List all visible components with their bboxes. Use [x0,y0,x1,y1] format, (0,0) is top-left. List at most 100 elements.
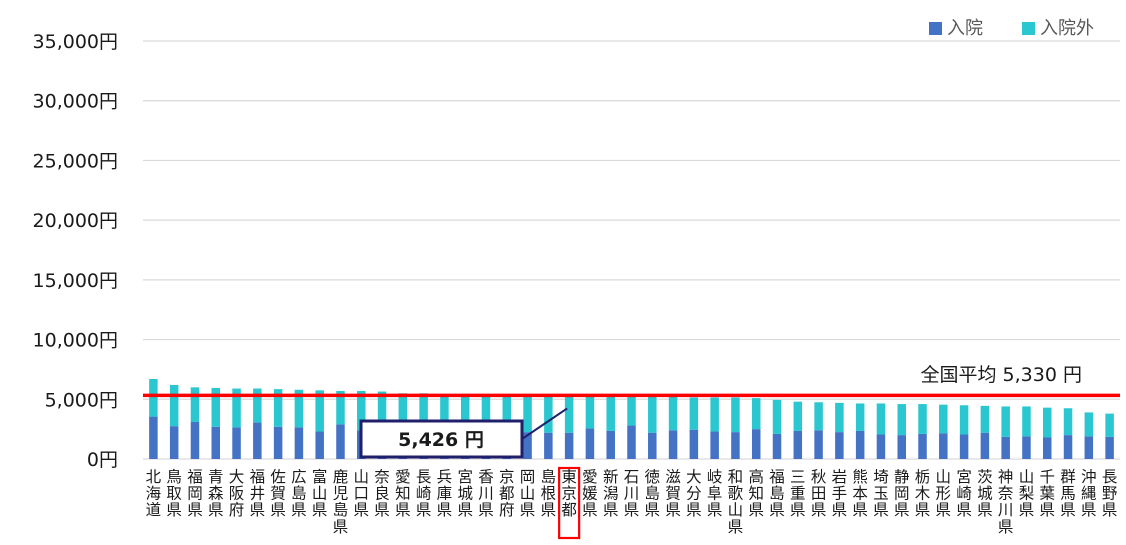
bar-segment-inpatient [648,432,657,459]
callout: 5,426 円 [359,407,581,540]
x-tick-label: 佐賀県 [270,468,286,519]
bar-segment-inpatient [980,432,990,459]
bar-segment-outpatient [648,396,657,433]
bar-segment-outpatient [814,402,823,431]
bar-segment-outpatient [564,394,574,433]
legend-label: 入院外 [1040,18,1094,39]
x-tick-label: 石川県 [624,468,640,519]
x-tick-label: 広島県 [291,468,307,519]
bar-segment-inpatient [253,422,262,459]
bar-segment-inpatient [211,426,221,459]
bar-segment-outpatient [253,388,262,423]
y-tick-label: 0円 [87,449,118,471]
x-tick-label: 高知県 [748,468,764,519]
x-tick-label: 静岡県 [894,468,910,519]
x-tick-label: 新潟県 [603,468,619,519]
bar-segment-inpatient [1063,435,1073,459]
x-tick-label: 北海道 [146,468,162,519]
bars [149,378,1114,459]
average-label: 全国平均 5,330 円 [921,364,1082,386]
legend-label: 入院 [947,18,983,39]
bar-segment-outpatient [939,404,948,434]
bar-segment-outpatient [211,387,221,427]
bar-segment-outpatient [357,390,366,431]
bar-segment-inpatient [855,430,865,459]
y-tick-label: 30,000円 [33,91,118,113]
bar-segment-inpatient [689,429,699,459]
x-tick-label: 青森県 [208,468,224,519]
y-tick-label: 15,000円 [33,270,118,292]
x-tick-label: 埼玉県 [873,468,889,519]
y-tick-label: 25,000円 [33,150,118,172]
bar-segment-inpatient [835,432,844,459]
legend-swatch [1022,22,1035,35]
bar-segment-inpatient [793,430,803,459]
bar-segment-outpatient [835,402,844,433]
x-tick-label: 熊本県 [852,468,868,519]
bar-segment-inpatient [564,432,574,459]
x-tick-label: 愛知県 [395,468,411,519]
x-tick-label: 岡山県 [520,468,536,519]
bar-segment-outpatient [710,397,719,432]
x-tick-label: 和歌山県 [728,468,744,536]
bar-segment-inpatient [897,435,906,459]
y-tick-label: 5,000円 [45,389,118,411]
x-tick-label: 岩手県 [832,468,848,519]
highlight-category-box [558,466,581,540]
x-tick-label: 香川県 [478,468,494,519]
bar-segment-outpatient [294,389,304,428]
bar-segment-inpatient [544,432,553,459]
x-tick-label: 山梨県 [1019,468,1035,519]
bar-segment-outpatient [273,389,283,427]
bar-segment-inpatient [169,426,179,459]
bar-segment-outpatient [1063,408,1073,436]
bar-segment-outpatient [440,393,449,432]
y-tick-label: 20,000円 [33,210,118,232]
x-tick-label: 長崎県 [416,468,432,519]
bar-segment-inpatient [1022,436,1031,459]
x-tick-label: 福島県 [769,468,785,519]
x-tick-label: 群馬県 [1060,468,1076,519]
bar-segment-inpatient [315,431,324,459]
bar-segment-inpatient [149,416,158,459]
bar-segment-outpatient [190,387,200,422]
bar-segment-inpatient [939,433,948,459]
x-tick-label: 千葉県 [1039,468,1055,519]
bar-segment-outpatient [772,399,782,434]
bar-segment-outpatient [1022,406,1031,437]
x-tick-label: 秋田県 [811,468,827,519]
bar-segment-outpatient [855,403,865,431]
callout-connector [521,407,568,440]
bar-segment-outpatient [668,396,678,431]
bar-segment-inpatient [190,421,200,459]
x-tick-label: 鳥取県 [166,468,182,519]
bar-segment-outpatient [1042,407,1052,438]
bar-segment-outpatient [751,398,761,430]
bar-segment-inpatient [918,433,927,459]
x-tick-label: 福岡県 [187,468,203,519]
x-tick-label: 東京都 [561,468,577,519]
x-tick-label: 福井県 [250,468,266,519]
x-axis: 北海道鳥取県福岡県青森県大阪府福井県佐賀県広島県富山県鹿児島県山口県奈良県愛知県… [146,468,1118,536]
bar-segment-outpatient [481,394,491,431]
y-tick-label: 35,000円 [33,31,118,53]
bar-segment-outpatient [523,395,532,433]
bar-segment-outpatient [502,395,512,432]
x-tick-label: 三重県 [790,468,806,519]
bar-segment-outpatient [169,384,179,427]
x-tick-label: 沖縄県 [1081,468,1097,519]
x-tick-label: 栃木県 [915,468,931,519]
bar-segment-inpatient [668,430,678,459]
x-tick-label: 京都府 [499,468,515,519]
x-tick-label: 茨城県 [977,468,993,519]
y-axis: 0円 5,000円 10,000円 15,000円 20,000円 25,000円 30,0… [33,31,118,471]
bar-segment-outpatient [793,401,803,431]
legend: 入院 入院外 [929,18,1094,39]
bar-segment-outpatient [606,395,615,431]
bar-segment-outpatient [315,390,324,432]
bar-segment-outpatient [336,390,345,425]
bar-segment-inpatient [876,434,886,459]
bar-segment-outpatient [959,405,969,435]
x-tick-label: 富山県 [312,468,328,519]
